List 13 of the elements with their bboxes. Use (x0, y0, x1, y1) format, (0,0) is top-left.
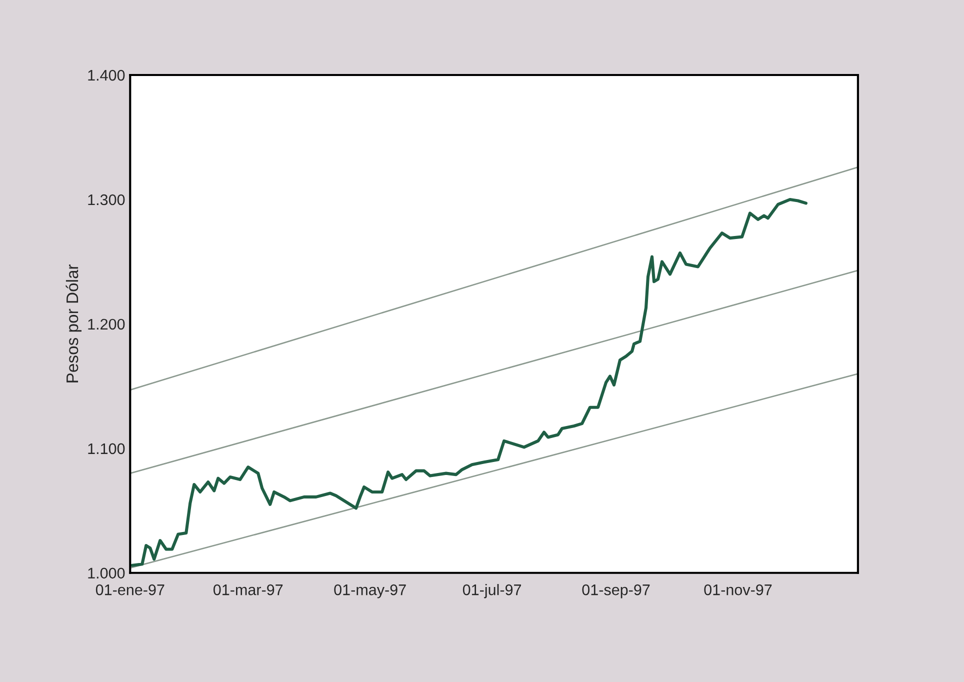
y-tick-label: 1.300 (88, 194, 125, 206)
x-tick-label: 01-sep-97 (582, 584, 650, 598)
y-tick-label: 1.400 (88, 70, 125, 81)
x-tick-label: 01-ene-97 (96, 584, 164, 596)
x-tick-label: 01-may-97 (334, 584, 406, 598)
y-axis-title: Pesos por Dólar (66, 264, 82, 382)
y-tick-label: 1.200 (88, 318, 125, 330)
x-tick-label: 01-mar-97 (213, 584, 283, 596)
line-series (130, 198, 808, 567)
y-tick-label: 1.000 (88, 568, 125, 579)
x-tick-label: 01-jul-97 (462, 584, 522, 598)
x-tick-label: 01-nov-97 (704, 584, 772, 596)
y-tick-label: 1.100 (88, 443, 125, 454)
